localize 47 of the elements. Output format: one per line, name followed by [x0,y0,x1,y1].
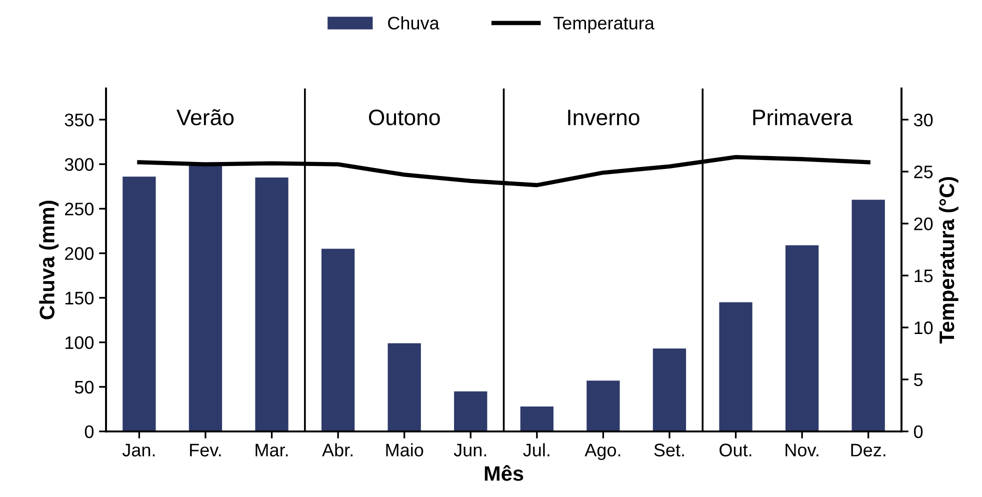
x-tick-label: Abr. [322,443,352,456]
x-tick-label: Mar. [256,444,288,456]
annotation: Verão [176,109,234,126]
annotation: Outono [368,110,440,126]
bar [652,348,686,432]
x-tick-label: Set. [654,444,684,456]
y-tick-label: 350 [64,114,94,126]
bar [785,245,819,432]
bar [454,391,488,432]
x-tick-label: Out. [720,444,752,456]
x-tick-label: Jul. [523,443,550,456]
y-tick-label: 100 [66,336,94,350]
x-axis-title: Mês [484,465,524,481]
bar [586,380,620,432]
y-axis-title: Chuva (mm) [39,200,59,320]
annotation: Primavera [753,108,853,126]
y2-tick-label: 25 [914,166,933,178]
y-tick-label: 200 [65,247,94,260]
bar [321,248,355,432]
y-tick-label: 300 [64,158,94,171]
x-tick-label: Ago. [584,444,620,460]
legend-label: Chuva [388,16,440,30]
bar [852,200,885,432]
bar [122,176,156,432]
y2-axis-title: Temperatura (°C) [938,177,958,344]
x-tick-label: Dez. [851,444,886,456]
bar [719,302,752,432]
annotation: Inverno [568,110,640,126]
y2-tick-label: 20 [914,217,933,230]
x-tick-label: Jan. [122,444,155,456]
y2-tick-label: 10 [914,321,933,334]
y-tick-label: 150 [66,292,94,305]
y-tick-label: 50 [74,380,94,394]
y2-tick-label: 0 [914,425,923,438]
bar [255,178,288,432]
y2-tick-label: 30 [914,114,933,126]
x-tick-label: Fev. [190,444,221,456]
y2-tick-label: 5 [914,374,923,386]
y-tick-label: 0 [84,425,94,438]
x-tick-label: Maio [386,443,424,456]
x-tick-label: Jun. [454,444,486,456]
bar [388,343,421,432]
y2-tick-label: 15 [914,270,933,282]
legend-label: Temperatura [553,16,654,34]
y-tick-label: 250 [65,202,94,216]
bar [520,406,554,432]
x-tick-label: Nov. [786,444,818,456]
